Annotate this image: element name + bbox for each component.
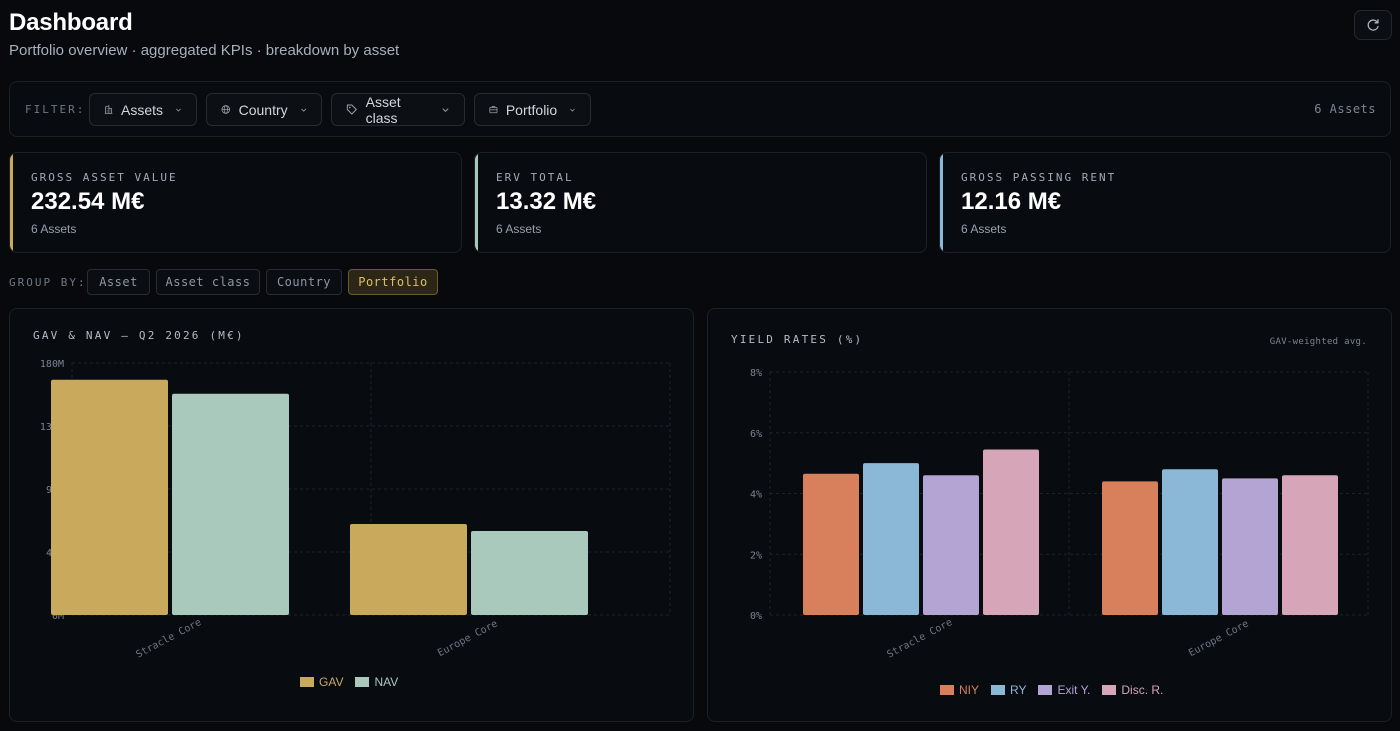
gav-nav-chart-panel: GAV & NAV — Q2 2026 (M€) 0M45M90M135M180… xyxy=(9,308,694,722)
kpi-label: GROSS PASSING RENT xyxy=(961,171,1117,184)
y-tick-label: 8% xyxy=(750,368,762,379)
legend-label: NIY xyxy=(959,683,980,697)
kpi-subtext: 6 Assets xyxy=(31,222,77,236)
bar-ry[interactable] xyxy=(1162,469,1218,615)
legend-item[interactable]: NIY xyxy=(940,683,979,697)
filter-asset-count: 6 Assets xyxy=(1314,102,1376,116)
chevron-down-icon xyxy=(570,108,575,112)
bar-nav[interactable] xyxy=(172,393,289,615)
group-by-asset-class-button[interactable]: Asset class xyxy=(156,269,260,295)
x-tick-label: Stracle Core xyxy=(885,617,954,661)
x-tick-label: Stracle Core xyxy=(134,617,203,661)
y-tick-label: 6% xyxy=(750,429,762,440)
bar-niy[interactable] xyxy=(1102,481,1158,615)
x-tick-label: Europe Core xyxy=(436,618,500,659)
filter-country-label: Country xyxy=(238,101,288,118)
group-by-label: GROUP BY: xyxy=(9,276,87,289)
legend-label: NAV xyxy=(374,675,399,689)
bar-gav[interactable] xyxy=(350,524,467,615)
bar-exit-y[interactable] xyxy=(923,475,979,615)
legend-swatch xyxy=(300,677,314,687)
chart-note: GAV-weighted avg. xyxy=(1269,337,1367,347)
legend-swatch xyxy=(940,685,954,695)
bar-gav[interactable] xyxy=(51,379,168,615)
tag-icon xyxy=(346,104,357,115)
chart-legend: GAV NAV xyxy=(300,675,398,689)
chevron-down-icon xyxy=(300,108,306,112)
kpi-accent-bar xyxy=(940,153,943,252)
yield-rates-bar-chart: 0% 2% 4% 6% 8% Stracle Core Europe Core xyxy=(750,368,1369,661)
kpi-label: ERV TOTAL xyxy=(496,171,574,184)
group-by-asset-button[interactable]: Asset xyxy=(87,269,150,295)
kpi-card-gross-passing-rent: GROSS PASSING RENT 12.16 M€ 6 Assets xyxy=(939,152,1391,253)
bar-niy[interactable] xyxy=(803,473,859,615)
kpi-subtext: 6 Assets xyxy=(961,222,1007,236)
legend-label: Disc. R. xyxy=(1121,683,1164,697)
kpi-subtext: 6 Assets xyxy=(496,222,542,236)
filter-portfolio-label: Portfolio xyxy=(505,101,558,118)
filter-asset-class-label: Asset class xyxy=(365,93,401,126)
filter-assets-label: Assets xyxy=(121,101,164,118)
legend-swatch xyxy=(1038,685,1053,695)
legend-label: GAV xyxy=(319,675,344,689)
y-tick-label: 2% xyxy=(750,550,762,561)
bar-exit-y[interactable] xyxy=(1222,478,1278,615)
legend-swatch xyxy=(355,677,370,687)
kpi-card-erv-total: ERV TOTAL 13.32 M€ 6 Assets xyxy=(474,152,927,253)
refresh-icon xyxy=(1367,19,1379,31)
filter-portfolio-dropdown[interactable]: Portfolio xyxy=(474,93,591,126)
legend-item[interactable]: Disc. R. xyxy=(1102,683,1163,697)
x-tick-label: Europe Core xyxy=(1187,618,1251,659)
page-title: Dashboard xyxy=(9,9,133,36)
y-tick-label: 0M xyxy=(52,611,64,622)
globe-icon xyxy=(221,105,231,114)
legend-swatch xyxy=(1102,685,1117,695)
kpi-accent-bar xyxy=(10,153,13,252)
group-by-portfolio-button[interactable]: Portfolio xyxy=(348,269,438,295)
bar-disc-r[interactable] xyxy=(983,449,1039,615)
y-tick-label: 180M xyxy=(40,359,64,370)
chevron-down-icon xyxy=(176,108,181,112)
legend-item[interactable]: RY xyxy=(991,683,1026,697)
legend-item[interactable]: Exit Y. xyxy=(1038,683,1090,697)
legend-item[interactable]: NAV xyxy=(355,675,398,689)
kpi-accent-bar xyxy=(475,153,478,252)
kpi-label: GROSS ASSET VALUE xyxy=(31,171,178,184)
chevron-down-icon xyxy=(442,107,449,112)
chart-title: YIELD RATES (%) xyxy=(731,333,864,346)
yield-rates-chart-panel: YIELD RATES (%) GAV-weighted avg. 0% 2% 4%… xyxy=(707,308,1392,722)
legend-label: Exit Y. xyxy=(1057,683,1091,697)
filter-country-dropdown[interactable]: Country xyxy=(206,93,322,126)
kpi-value: 232.54 M€ xyxy=(31,188,145,215)
page-subtitle: Portfolio overview · aggregated KPIs · b… xyxy=(9,42,400,59)
building-icon xyxy=(104,105,113,114)
filter-label: FILTER: xyxy=(25,103,86,116)
legend-item[interactable]: GAV xyxy=(300,675,343,689)
y-tick-label: 4% xyxy=(750,490,762,501)
chart-legend: NIY RY Exit Y. Disc. R. xyxy=(940,683,1163,697)
group-by-country-button[interactable]: Country xyxy=(266,269,342,295)
refresh-button[interactable] xyxy=(1354,10,1392,40)
filter-bar: FILTER: Assets Country Asset class Portf… xyxy=(9,81,1391,137)
bar-ry[interactable] xyxy=(863,463,919,615)
bar-nav[interactable] xyxy=(471,531,588,615)
legend-label: RY xyxy=(1010,683,1027,697)
filter-assets-dropdown[interactable]: Assets xyxy=(89,93,197,126)
kpi-value: 12.16 M€ xyxy=(961,188,1062,215)
legend-swatch xyxy=(991,685,1006,695)
filter-asset-class-dropdown[interactable]: Asset class xyxy=(331,93,465,126)
briefcase-icon xyxy=(489,106,498,114)
bar-disc-r[interactable] xyxy=(1282,475,1338,615)
kpi-value: 13.32 M€ xyxy=(496,188,597,215)
kpi-card-gross-asset-value: GROSS ASSET VALUE 232.54 M€ 6 Assets xyxy=(9,152,462,253)
y-tick-label: 0% xyxy=(750,611,762,622)
chart-title: GAV & NAV — Q2 2026 (M€) xyxy=(33,329,245,342)
